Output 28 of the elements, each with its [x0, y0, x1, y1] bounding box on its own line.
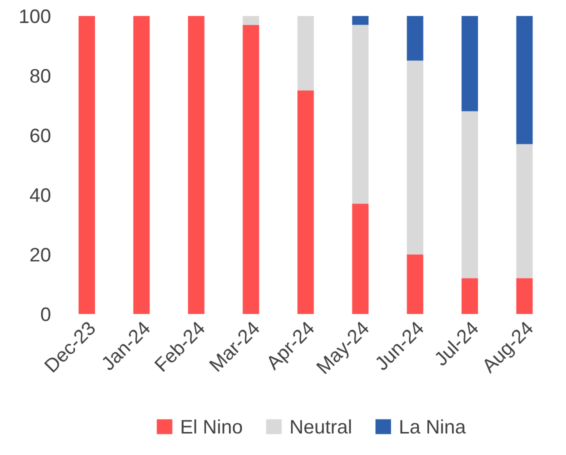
bar	[516, 16, 533, 144]
bar	[516, 144, 533, 278]
y-tick-label: 60	[30, 128, 50, 142]
bar	[133, 16, 150, 314]
y-tick-label: 80	[30, 69, 50, 83]
y-tick-label: 0	[41, 307, 50, 322]
bar	[462, 16, 478, 112]
bar	[78, 16, 95, 314]
legend-label: Neutral	[291, 419, 351, 434]
bar	[406, 60, 424, 254]
bar	[352, 24, 369, 204]
bar	[242, 16, 260, 25]
y-tick-label: 100	[20, 9, 50, 24]
bar	[297, 16, 314, 90]
bar	[242, 24, 260, 314]
bar	[352, 204, 369, 314]
bar	[462, 111, 478, 278]
y-tick-label: 20	[30, 248, 50, 262]
bar	[297, 90, 314, 314]
y-tick-label: 40	[30, 188, 50, 202]
bar	[188, 16, 204, 314]
bar	[406, 16, 424, 61]
bar	[462, 278, 478, 314]
bar	[352, 16, 369, 25]
bar	[406, 254, 424, 314]
legend-label: El Nino	[182, 419, 242, 434]
legend-label: La Nina	[400, 419, 466, 434]
bar	[516, 278, 533, 314]
